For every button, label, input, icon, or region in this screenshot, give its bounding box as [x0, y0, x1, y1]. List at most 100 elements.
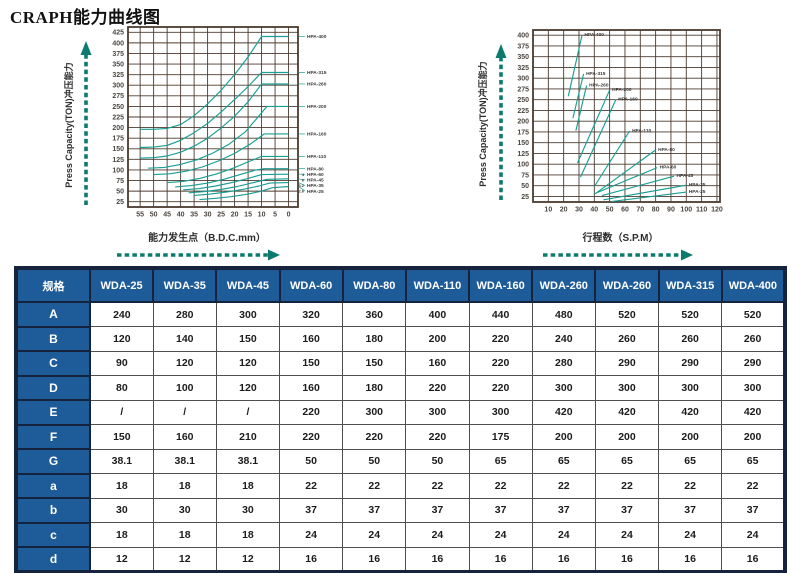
- table-cell: 18: [152, 473, 217, 499]
- table-cell: 220: [279, 424, 344, 450]
- table-cell: 300: [721, 375, 786, 401]
- svg-text:80: 80: [652, 207, 660, 214]
- table-cell: 360: [342, 301, 407, 327]
- svg-text:25: 25: [217, 212, 225, 219]
- table-cell: 24: [405, 522, 470, 548]
- table-row: d 12 12 12 16 16 16 16 16 16 16 16: [15, 546, 786, 573]
- svg-text:25: 25: [116, 199, 124, 206]
- svg-text:行程数（S.P.M）: 行程数（S.P.M）: [582, 231, 659, 244]
- table-cell: /: [152, 399, 217, 425]
- svg-text:HPA-160: HPA-160: [618, 97, 638, 103]
- svg-text:HPA-60: HPA-60: [660, 165, 677, 171]
- table-header-row: 规格 WDA-25 WDA-35 WDA-45 WDA-60 WDA-80 WDA-110 W…: [15, 267, 787, 303]
- table-cell: 30: [89, 497, 154, 523]
- table-cell: 24: [468, 522, 533, 548]
- table-cell: 480: [531, 301, 596, 327]
- svg-text:350: 350: [517, 54, 529, 61]
- table-cell: 260: [721, 326, 786, 352]
- table-cell: 300: [658, 375, 723, 401]
- table-cell: 18: [215, 473, 281, 499]
- svg-text:HPA-260: HPA-260: [307, 82, 327, 88]
- svg-text:225: 225: [112, 114, 124, 121]
- svg-text:175: 175: [112, 136, 124, 143]
- svg-text:6: 6: [302, 177, 305, 182]
- column-header-wda-260-8: WDA-260: [594, 267, 660, 303]
- table-cell: 220: [405, 375, 470, 401]
- table-cell: 280: [152, 301, 217, 327]
- svg-text:60: 60: [621, 207, 629, 214]
- svg-text:能力发生点（B.D.C.mm）: 能力发生点（B.D.C.mm）: [148, 231, 266, 244]
- svg-text:325: 325: [112, 72, 124, 79]
- svg-text:HPA-200: HPA-200: [307, 104, 327, 110]
- table-cell: 440: [468, 301, 533, 327]
- svg-text:HPA-25: HPA-25: [307, 189, 324, 195]
- table-cell: 80: [89, 375, 154, 401]
- table-cell: /: [89, 399, 154, 425]
- table-cell: 37: [342, 497, 407, 523]
- svg-text:0: 0: [287, 212, 291, 219]
- table-cell: 37: [468, 497, 533, 523]
- svg-text:HPA-315: HPA-315: [586, 71, 606, 77]
- svg-text:225: 225: [517, 108, 529, 115]
- table-cell: 37: [594, 497, 660, 523]
- svg-text:70: 70: [636, 207, 644, 214]
- table-row: F 150 160 210 220 220 220 175 200 200 200 200: [15, 423, 786, 450]
- svg-text:375: 375: [112, 51, 124, 58]
- svg-text:100: 100: [517, 162, 529, 169]
- table-cell: 300: [594, 375, 660, 401]
- svg-text:425: 425: [112, 30, 124, 37]
- svg-text:110: 110: [696, 207, 707, 214]
- svg-text:HPA-80: HPA-80: [307, 166, 324, 172]
- table-row: B 120 140 150 160 180 200 220 240 260 260 260: [15, 325, 786, 352]
- table-cell: 18: [152, 522, 217, 548]
- table-cell: 180: [342, 326, 407, 352]
- table-cell: 12: [152, 546, 217, 572]
- table-cell: 180: [342, 375, 407, 401]
- column-header-wda-110-5: WDA-110: [404, 267, 471, 303]
- table-cell: 16: [531, 546, 596, 572]
- table-cell: 24: [279, 522, 344, 548]
- column-header-wda-80-4: WDA-80: [341, 267, 407, 303]
- svg-text:HPA-35: HPA-35: [307, 183, 324, 189]
- table-cell: 150: [342, 350, 407, 376]
- svg-text:40: 40: [177, 212, 185, 219]
- row-label-d: d: [15, 546, 91, 573]
- svg-text:10: 10: [258, 212, 266, 219]
- svg-text:3.2: 3.2: [298, 183, 304, 188]
- table-cell: 260: [658, 326, 723, 352]
- table-cell: 38.1: [89, 448, 154, 474]
- svg-text:20: 20: [560, 207, 568, 214]
- svg-text:15: 15: [244, 212, 252, 219]
- svg-text:HPA-200: HPA-200: [612, 87, 632, 93]
- table-cell: 24: [531, 522, 596, 548]
- table-cell: 50: [279, 448, 344, 474]
- table-cell: 90: [89, 350, 154, 376]
- table-row: c 18 18 18 24 24 24 24 24 24 24 24: [15, 521, 786, 548]
- table-cell: 18: [89, 473, 154, 499]
- row-label-D: D: [15, 374, 91, 401]
- svg-text:40: 40: [590, 207, 598, 214]
- table-cell: 30: [215, 497, 281, 523]
- table-cell: 210: [215, 424, 281, 450]
- table-cell: 65: [658, 448, 723, 474]
- table-cell: 120: [215, 350, 281, 376]
- table-cell: 280: [531, 350, 596, 376]
- table-cell: 12: [89, 546, 154, 572]
- svg-text:HPA-110: HPA-110: [632, 128, 651, 134]
- table-cell: 220: [468, 350, 533, 376]
- row-label-A: A: [15, 301, 91, 328]
- table-cell: 24: [594, 522, 660, 548]
- table-cell: 16: [721, 546, 786, 572]
- svg-text:4: 4: [302, 172, 305, 177]
- table-cell: 220: [468, 375, 533, 401]
- table-cell: 22: [279, 473, 344, 499]
- table-cell: 65: [531, 448, 596, 474]
- capacity-vs-spm-chart: 25 50 75 100 125 150 175 200 225 250 275 300 325 350 3…: [477, 29, 723, 261]
- table-cell: 520: [658, 301, 723, 327]
- table-cell: 38.1: [215, 448, 281, 474]
- table-cell: 300: [468, 399, 533, 425]
- table-cell: 300: [405, 399, 470, 425]
- svg-text:50: 50: [116, 189, 124, 196]
- table-cell: 220: [342, 424, 407, 450]
